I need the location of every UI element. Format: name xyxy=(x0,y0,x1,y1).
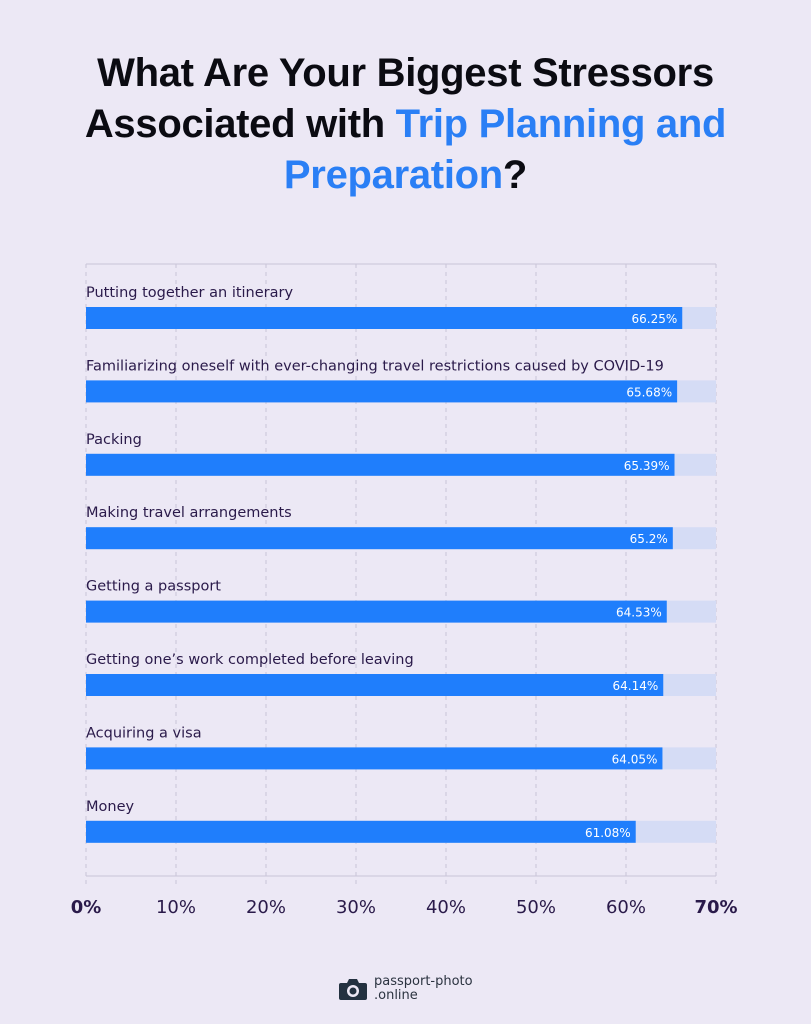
camera-icon xyxy=(339,979,367,1000)
data-label: 65.39% xyxy=(624,459,670,473)
logo-text-line1: passport-photo xyxy=(374,974,473,989)
bar-chart: 0% 10% 20% 30% 40% 50% 60% 70% Putting together … xyxy=(71,263,738,918)
category-label: Acquiring a visa xyxy=(86,725,202,741)
x-tick-label: 50% xyxy=(516,897,556,918)
category-label: Putting together an itinerary xyxy=(86,285,293,301)
bar xyxy=(86,380,678,403)
logo: passport-photo .online xyxy=(338,975,473,1003)
x-tick-label: 30% xyxy=(336,897,376,918)
bar xyxy=(86,307,683,329)
data-label: 65.2% xyxy=(630,532,668,546)
category-label: Money xyxy=(86,799,134,815)
data-label: 66.25% xyxy=(631,312,677,326)
category-label: Getting one’s work completed before leav… xyxy=(86,652,414,668)
x-tick-label: 20% xyxy=(246,897,286,918)
category-label: Getting a passport xyxy=(86,579,221,595)
bar xyxy=(86,453,675,476)
chart-title: What Are Your Biggest Stressors Associat… xyxy=(84,51,727,197)
data-label: 65.68% xyxy=(626,385,672,399)
category-label: Packing xyxy=(86,432,142,448)
data-label: 64.53% xyxy=(616,606,662,620)
bar xyxy=(86,820,636,843)
x-tick-label: 0% xyxy=(71,897,102,918)
bar xyxy=(86,600,667,623)
category-label: Making travel arrangements xyxy=(86,505,292,521)
x-tick-label: 40% xyxy=(426,897,466,918)
bar xyxy=(86,674,664,696)
data-label: 61.08% xyxy=(585,826,631,840)
bar xyxy=(86,527,673,550)
category-label: Familiarizing oneself with ever-changing… xyxy=(86,358,664,374)
x-tick-label: 10% xyxy=(156,897,196,918)
data-label: 64.14% xyxy=(612,679,658,693)
logo-text-line2: .online xyxy=(374,988,418,1003)
data-label: 64.05% xyxy=(612,752,658,766)
x-tick-label: 70% xyxy=(694,897,737,918)
x-tick-label: 60% xyxy=(606,897,646,918)
bar xyxy=(86,747,663,770)
